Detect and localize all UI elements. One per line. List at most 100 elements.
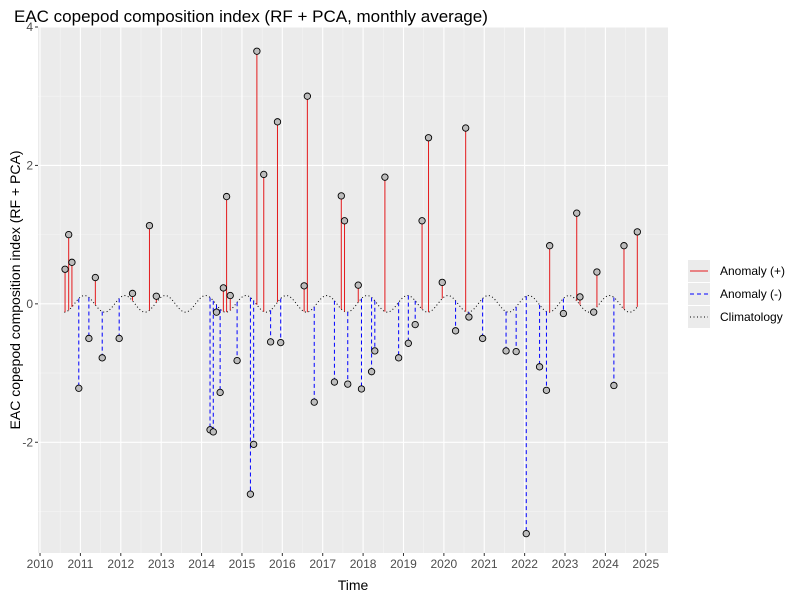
data-point	[542, 386, 551, 395]
data-point	[222, 192, 231, 201]
data-point	[546, 242, 554, 250]
x-tick-label: 2013	[148, 557, 175, 571]
data-point	[354, 281, 362, 289]
minor-gridlines	[38, 27, 668, 553]
x-tick-label: 2016	[269, 557, 296, 571]
data-point	[451, 327, 460, 335]
data-point	[75, 384, 83, 392]
y-tick-label: 0	[26, 297, 33, 311]
data-point	[330, 378, 339, 386]
legend-label: Anomaly (-)	[720, 287, 782, 301]
data-point	[128, 289, 137, 298]
data-point	[438, 278, 446, 287]
data-point	[371, 347, 379, 355]
legend-label: Anomaly (+)	[720, 264, 785, 278]
data-point	[310, 398, 318, 406]
major-gridlines	[38, 26, 668, 553]
data-point	[233, 356, 241, 365]
data-point	[337, 192, 345, 200]
data-point	[411, 320, 419, 329]
data-point	[212, 308, 221, 316]
data-point	[465, 313, 473, 321]
data-point	[209, 428, 217, 436]
data-points	[61, 47, 641, 538]
y-tick-label: -2	[22, 435, 33, 449]
x-tick-label: 2011	[67, 557, 93, 571]
data-point	[610, 381, 618, 390]
anomaly-stems	[64, 51, 638, 534]
x-tick-label: 2012	[107, 557, 134, 571]
legend-item: Climatology	[688, 306, 783, 328]
data-point	[512, 347, 520, 356]
data-point	[620, 242, 628, 250]
data-point	[502, 347, 510, 355]
x-tick-label: 2022	[511, 557, 538, 571]
data-point	[573, 209, 581, 217]
data-point	[145, 221, 154, 230]
data-point	[115, 334, 123, 343]
data-point	[219, 284, 228, 292]
data-point	[273, 118, 282, 126]
y-axis-ticks	[35, 26, 38, 443]
legend: Anomaly (+) Anomaly (-) Climatology	[688, 260, 785, 328]
data-point	[216, 388, 224, 397]
data-point	[633, 228, 641, 236]
x-tick-label: 2021	[471, 557, 498, 571]
data-point	[344, 380, 352, 388]
legend-label: Climatology	[720, 310, 783, 324]
data-point	[559, 309, 568, 318]
x-tick-label: 2018	[350, 557, 377, 571]
data-point	[404, 339, 412, 347]
data-point	[424, 134, 433, 142]
data-point	[300, 282, 308, 290]
plot-panel	[38, 27, 668, 553]
data-point	[98, 354, 106, 362]
x-tick-label: 2014	[188, 557, 215, 571]
data-point	[522, 529, 530, 538]
data-point	[250, 440, 258, 448]
data-point	[535, 363, 544, 371]
data-point	[340, 217, 349, 225]
data-point	[152, 292, 160, 300]
data-point	[593, 268, 601, 276]
x-axis-tick-labels: 2010 2011 2012 2013 2014 2015 2016 2017 2018 2019…	[27, 557, 660, 571]
legend-item: Anomaly (-)	[688, 283, 782, 305]
x-tick-label: 2020	[431, 557, 458, 571]
data-point	[85, 334, 93, 343]
legend-item: Anomaly (+)	[688, 260, 785, 282]
x-tick-label: 2024	[592, 557, 619, 571]
data-point	[590, 308, 598, 316]
data-point	[226, 291, 234, 300]
y-axis-title: EAC copepod composition index (RF + PCA)	[7, 151, 23, 430]
x-axis-title: Time	[338, 577, 369, 593]
data-point	[381, 173, 389, 181]
data-point	[478, 334, 487, 343]
data-point	[418, 217, 426, 225]
data-point	[462, 124, 470, 132]
y-axis-tick-labels: -2 0 2 4	[22, 20, 33, 449]
y-tick-label: 4	[26, 20, 33, 34]
x-tick-label: 2023	[552, 557, 579, 571]
data-point	[65, 230, 73, 239]
climatology-line	[64, 295, 639, 313]
data-point	[246, 490, 255, 498]
data-point	[266, 338, 275, 346]
x-tick-label: 2017	[309, 557, 336, 571]
chart-title: EAC copepod composition index (RF + PCA,…	[14, 7, 488, 26]
data-point	[394, 354, 403, 362]
x-tick-label: 2019	[390, 557, 417, 571]
y-tick-label: 2	[26, 158, 33, 172]
data-point	[357, 385, 366, 393]
legend-key	[688, 306, 710, 328]
x-axis-ticks	[39, 553, 647, 556]
data-point	[61, 265, 69, 273]
x-tick-label: 2025	[632, 557, 659, 571]
data-point	[253, 47, 261, 55]
data-point	[303, 92, 312, 100]
x-tick-label: 2015	[229, 557, 256, 571]
data-point	[367, 368, 376, 376]
data-point	[576, 293, 584, 301]
data-point	[68, 258, 76, 266]
x-tick-label: 2010	[27, 557, 54, 571]
